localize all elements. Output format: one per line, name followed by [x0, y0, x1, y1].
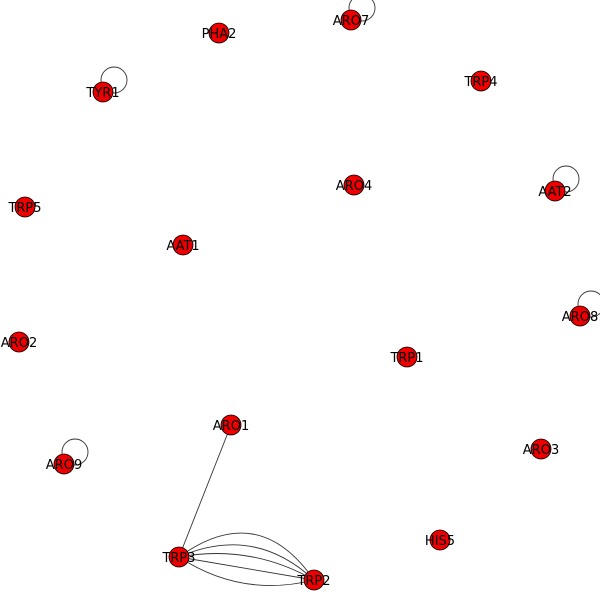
node-label: PHA2 — [202, 27, 237, 42]
edge-trp3-trp2 — [179, 545, 314, 580]
node-pha2[interactable]: PHA2 — [202, 23, 237, 43]
node-label: ARO9 — [46, 458, 82, 473]
node-aro3[interactable]: ARO3 — [523, 439, 559, 459]
node-aro7[interactable]: ARO7 — [333, 10, 369, 30]
node-label: TRP1 — [389, 351, 423, 366]
node-label: AAT1 — [166, 239, 199, 254]
edge-aro1-trp3 — [179, 425, 231, 557]
node-tyr1[interactable]: TYR1 — [85, 82, 119, 102]
node-aro8[interactable]: ARO8 — [562, 306, 598, 326]
node-label: ARO4 — [336, 179, 372, 194]
node-label: TRP3 — [161, 551, 195, 566]
node-label: TRP5 — [7, 201, 41, 216]
node-trp4[interactable]: TRP4 — [463, 71, 497, 91]
node-label: TRP2 — [296, 574, 330, 589]
node-aro9[interactable]: ARO9 — [46, 454, 82, 474]
node-trp1[interactable]: TRP1 — [389, 347, 423, 367]
node-his5[interactable]: HIS5 — [425, 530, 455, 550]
node-label: AAT2 — [538, 185, 571, 200]
node-label: TYR1 — [85, 86, 119, 101]
node-trp3[interactable]: TRP3 — [161, 547, 195, 567]
node-label: TRP4 — [463, 75, 497, 90]
node-aro4[interactable]: ARO4 — [336, 175, 372, 195]
node-aro2[interactable]: ARO2 — [1, 332, 37, 352]
node-trp5[interactable]: TRP5 — [7, 197, 41, 217]
node-label: ARO8 — [562, 310, 598, 325]
nodes-layer: PHA2 ARO7 TYR1 TRP4 ARO4 AAT2 TRP5 AAT1 ARO8 ARO2… — [1, 10, 598, 590]
node-label: ARO3 — [523, 443, 559, 458]
node-aro1[interactable]: ARO1 — [213, 415, 249, 435]
node-aat1[interactable]: AAT1 — [166, 235, 199, 255]
edge-trp3-trp2 — [179, 533, 314, 580]
node-label: HIS5 — [425, 534, 455, 549]
edge-trp3-trp2 — [179, 557, 314, 586]
node-label: ARO7 — [333, 14, 369, 29]
node-aat2[interactable]: AAT2 — [538, 181, 571, 201]
node-label: ARO1 — [213, 419, 249, 434]
node-label: ARO2 — [1, 336, 37, 351]
edges-layer — [62, 0, 600, 586]
edge-trp3-trp2 — [179, 553, 314, 580]
